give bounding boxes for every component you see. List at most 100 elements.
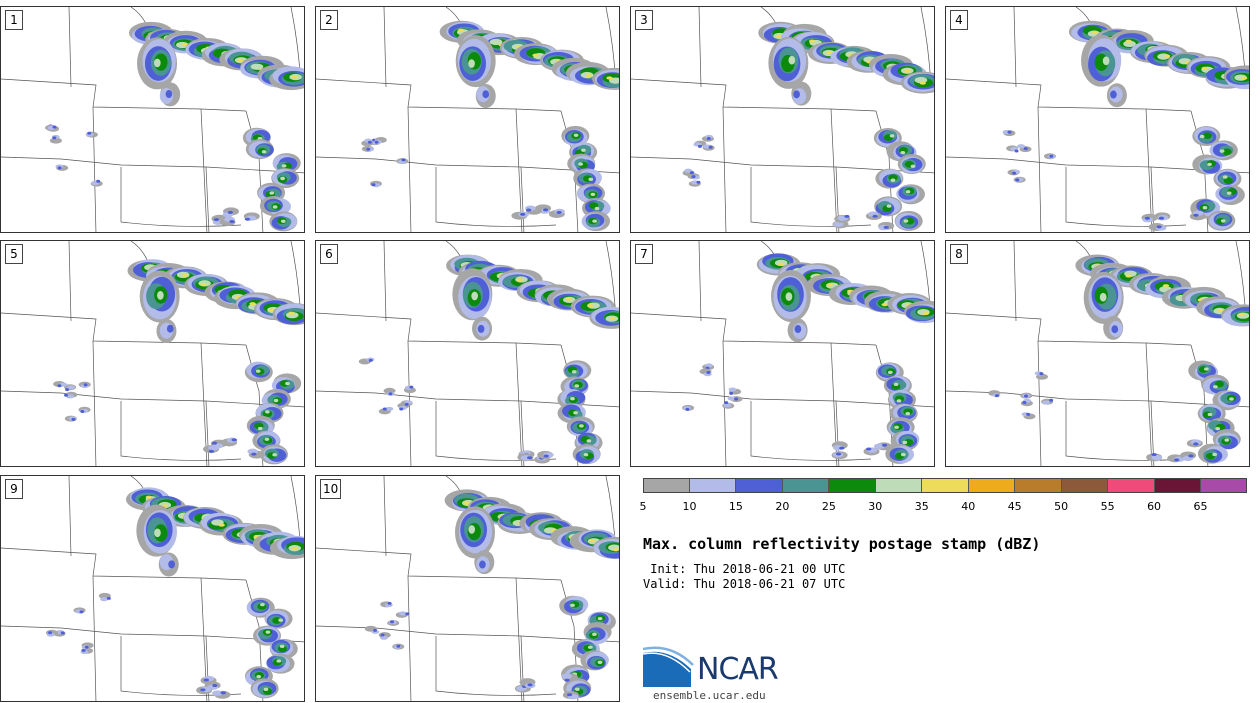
- reflectivity-cell: [65, 388, 70, 392]
- reflectivity-cell: [84, 645, 89, 649]
- reflectivity-cell: [542, 208, 549, 212]
- reflectivity-cell: [1193, 213, 1199, 217]
- reflectivity-cell: [280, 219, 286, 223]
- reflectivity-cell: [588, 645, 593, 649]
- reflectivity-cell: [592, 219, 597, 223]
- reflectivity-cell: [100, 597, 109, 602]
- reflectivity-cell: [371, 183, 376, 187]
- reflectivity-cell: [684, 168, 693, 173]
- reflectivity-cell: [106, 596, 111, 600]
- reflectivity-cell: [468, 525, 476, 534]
- reflectivity-cell: [49, 137, 62, 144]
- reflectivity-map: [316, 241, 619, 466]
- reflectivity-cell: [264, 437, 270, 441]
- reflectivity-cell: [200, 283, 207, 287]
- reflectivity-cell: [570, 603, 575, 607]
- state-boundary: [316, 390, 619, 408]
- reflectivity-cell: [785, 292, 793, 301]
- state-boundary: [316, 625, 619, 643]
- reflectivity-cell: [145, 495, 152, 499]
- reflectivity-cell: [708, 145, 713, 149]
- reflectivity-cell: [597, 660, 603, 665]
- time-info: Init: Thu 2018-06-21 00 UTC Valid: Thu 2…: [643, 562, 845, 592]
- colorbar-segment: [736, 478, 783, 493]
- colorbar-segment: [1201, 478, 1247, 493]
- reflectivity-cell: [573, 411, 578, 415]
- reflectivity-cell: [1102, 56, 1110, 66]
- reflectivity-cell: [706, 136, 711, 140]
- colorbar-segment: [829, 478, 876, 493]
- reflectivity-cell: [471, 291, 478, 301]
- reflectivity-cell: [396, 644, 401, 648]
- colorbar-segment: [1108, 478, 1155, 493]
- reflectivity-cell: [1162, 284, 1170, 288]
- member-number-label: 6: [320, 244, 338, 264]
- reflectivity-cell: [1204, 367, 1209, 371]
- reflectivity-cell: [1163, 54, 1171, 58]
- reflectivity-cell: [1217, 309, 1224, 313]
- state-boundary: [435, 166, 557, 232]
- reflectivity-cell: [1024, 394, 1029, 398]
- reflectivity-cell: [793, 90, 800, 99]
- reflectivity-cell: [570, 397, 575, 401]
- reflectivity-cell: [83, 383, 88, 387]
- state-boundary: [631, 78, 877, 112]
- reflectivity-cell: [728, 387, 737, 392]
- colorbar-tick-label: 40: [961, 500, 976, 513]
- reflectivity-cell: [269, 191, 275, 195]
- reflectivity-cell: [257, 426, 263, 431]
- reflectivity-cell: [594, 206, 600, 211]
- state-boundary: [1, 78, 247, 112]
- reflectivity-cell: [1110, 90, 1117, 99]
- member-panel: 9: [0, 475, 305, 702]
- reflectivity-cell: [592, 632, 597, 636]
- reflectivity-cell: [457, 28, 465, 32]
- colorbar-tick-label: 20: [775, 500, 790, 513]
- reflectivity-cell: [166, 324, 174, 333]
- reflectivity-cell: [905, 411, 911, 416]
- reflectivity-cell: [532, 53, 539, 57]
- figure-title: Max. column reflectivity postage stamp (…: [643, 535, 1041, 553]
- reflectivity-cell: [1219, 149, 1225, 153]
- member-number-label: 9: [5, 479, 23, 499]
- state-boundary: [316, 547, 562, 581]
- reflectivity-cell: [182, 273, 189, 278]
- reflectivity-cell: [775, 34, 783, 38]
- colorbar-segment: [643, 478, 690, 493]
- reflectivity-cell: [1229, 397, 1234, 401]
- reflectivity-cell: [1222, 148, 1232, 156]
- reflectivity-cell: [556, 210, 562, 214]
- colorbar-tick-label: 65: [1193, 500, 1208, 513]
- reflectivity-cell: [526, 208, 532, 212]
- reflectivity-map: [316, 7, 619, 232]
- reflectivity-cell: [586, 439, 592, 443]
- reflectivity-cell: [272, 205, 278, 209]
- reflectivity-cell: [886, 204, 892, 208]
- colorbar-segment: [922, 478, 969, 493]
- colorbar-tick-label: 45: [1007, 500, 1022, 513]
- reflectivity-cell: [696, 180, 701, 184]
- reflectivity-cell: [1026, 412, 1031, 416]
- reflectivity-cell: [574, 384, 580, 388]
- reflectivity-cell: [390, 620, 395, 624]
- member-panel: 1: [0, 6, 305, 233]
- reflectivity-cell: [250, 63, 264, 70]
- reflectivity-cell: [366, 147, 371, 151]
- reflectivity-cell: [704, 363, 713, 368]
- reflectivity-cell: [808, 39, 816, 43]
- state-boundary: [316, 156, 619, 174]
- reflectivity-cell: [153, 58, 161, 68]
- reflectivity-cell: [905, 190, 911, 194]
- reflectivity-cell: [894, 425, 899, 429]
- reflectivity-cell: [261, 150, 267, 154]
- reflectivity-cell: [1156, 225, 1162, 229]
- reflectivity-cell: [788, 55, 796, 65]
- reflectivity-cell: [1099, 292, 1107, 302]
- reflectivity-cell: [685, 407, 690, 411]
- reflectivity-cell: [872, 214, 878, 218]
- reflectivity-cell: [291, 547, 298, 551]
- member-number-label: 8: [950, 244, 968, 264]
- reflectivity-cell: [881, 303, 888, 307]
- reflectivity-cell: [489, 38, 503, 46]
- reflectivity-cell: [587, 304, 594, 308]
